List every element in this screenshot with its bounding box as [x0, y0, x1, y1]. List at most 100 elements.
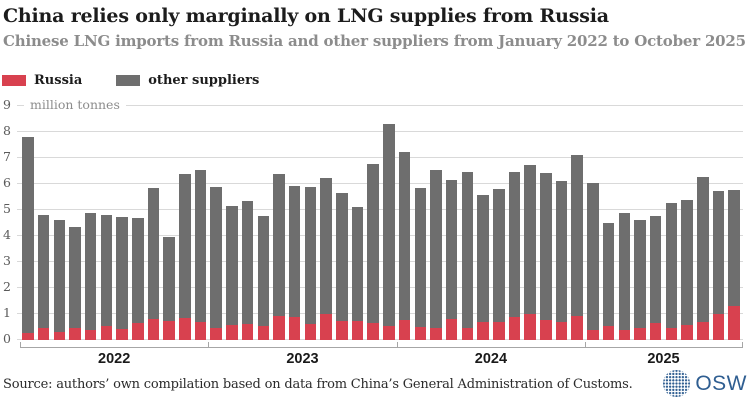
bar-mar-2023	[241, 200, 254, 340]
bar-oct-2023	[351, 206, 364, 340]
bar-jan-2022	[22, 137, 34, 340]
y-axis-unit-label: million tonnes	[24, 98, 126, 112]
bar-feb-2024	[414, 187, 426, 340]
legend-swatch-icon	[116, 75, 141, 86]
chart-subtitle: Chinese LNG imports from Russia and othe…	[3, 32, 746, 50]
bar-apr-2022	[69, 226, 81, 340]
bar-segment-russia	[602, 326, 615, 340]
bar-jun-2025	[665, 203, 678, 340]
bar-segment-russia	[571, 316, 583, 340]
bar-segment-russia	[524, 314, 536, 340]
legend-swatch-icon	[2, 75, 26, 86]
gridline-6	[17, 183, 743, 184]
bar-segment-russia	[712, 313, 725, 340]
y-axis-tick-5: 5	[3, 201, 11, 216]
bar-segment-russia	[555, 322, 568, 340]
gridline-2	[17, 287, 743, 288]
bar-segment-russia	[649, 323, 662, 340]
bar-segment-russia	[336, 320, 348, 340]
bar-oct-2024	[540, 172, 552, 340]
y-axis-tick-9: 9	[3, 97, 11, 112]
y-axis-tick-0: 0	[3, 331, 11, 346]
bar-oct-2022	[163, 236, 175, 340]
bar-segment-russia	[147, 319, 160, 340]
bar-segment-russia	[634, 327, 646, 340]
gridline-3	[17, 261, 743, 262]
y-axis-tick-7: 7	[3, 149, 11, 164]
bar-mar-2025	[618, 212, 630, 340]
bar-may-2023	[273, 174, 285, 340]
bar-segment-russia	[430, 327, 442, 340]
globe-icon	[663, 370, 691, 397]
bar-apr-2024	[445, 179, 458, 340]
x-axis-tick	[396, 342, 398, 348]
bar-jun-2023	[288, 186, 301, 340]
bar-jul-2022	[116, 217, 128, 340]
bar-may-2022	[84, 212, 97, 340]
bar-segment-russia	[383, 326, 395, 340]
bar-segment-russia	[288, 317, 301, 340]
gridline-5	[17, 209, 743, 210]
bar-aug-2023	[320, 177, 332, 340]
x-axis-year-2023: 2023	[286, 351, 319, 367]
bar-sep-2023	[336, 193, 348, 340]
bar-segment-russia	[398, 320, 411, 340]
bar-may-2024	[461, 171, 474, 340]
gridline-7	[17, 157, 743, 158]
gridline-8	[17, 131, 743, 132]
bar-segment-russia	[461, 328, 474, 340]
x-axis-year-2025: 2025	[647, 351, 680, 367]
bar-jan-2023	[210, 186, 222, 340]
x-axis-tick	[20, 342, 21, 348]
bar-feb-2022	[37, 215, 50, 340]
bar-segment-russia	[351, 320, 364, 340]
x-axis-line	[20, 347, 742, 348]
bar-jun-2022	[100, 215, 113, 340]
bar-segment-russia	[304, 323, 317, 340]
x-axis-year-2024: 2024	[474, 351, 508, 367]
bar-jul-2024	[493, 189, 505, 340]
x-axis-tick	[208, 342, 210, 348]
bar-may-2025	[649, 216, 662, 340]
gridline-4	[17, 235, 743, 236]
bar-mar-2024	[430, 169, 442, 340]
bar-segment-russia	[194, 322, 207, 340]
bar-sep-2022	[147, 187, 160, 340]
bar-dec-2024	[571, 155, 583, 340]
bar-segment-russia	[493, 322, 505, 340]
y-axis-tick-4: 4	[3, 227, 11, 242]
bar-segment-russia	[241, 324, 254, 340]
bar-segment-russia	[681, 325, 693, 340]
x-axis-year-2022: 2022	[98, 351, 131, 367]
bar-aug-2024	[508, 172, 521, 340]
gridline-9	[17, 105, 743, 106]
bar-segment-russia	[69, 328, 81, 340]
bar-jan-2024	[398, 152, 411, 340]
bar-dec-2023	[383, 124, 395, 340]
osw-logo: OSW	[663, 370, 747, 397]
bar-segment-russia	[414, 327, 426, 340]
bar-segment-russia	[37, 328, 50, 340]
bar-segment-russia	[257, 325, 269, 340]
x-axis-tick	[742, 342, 743, 348]
bar-apr-2023	[257, 216, 269, 340]
bar-jun-2024	[477, 194, 489, 340]
bar-segment-russia	[367, 323, 379, 340]
y-axis-tick-8: 8	[3, 123, 11, 138]
gridline-0	[17, 339, 743, 340]
bar-segment-russia	[179, 318, 191, 340]
bar-segment-russia	[477, 322, 489, 340]
bar-segment-russia	[132, 322, 144, 340]
bar-oct-2025	[728, 189, 740, 340]
bar-jul-2025	[681, 199, 693, 340]
y-axis-tick-1: 1	[3, 305, 11, 320]
bar-segment-russia	[163, 320, 175, 340]
bar-segment-russia	[210, 327, 222, 340]
bar-mar-2022	[53, 220, 65, 340]
bar-sep-2024	[524, 165, 536, 340]
gridline-1	[17, 313, 743, 314]
bar-feb-2025	[602, 223, 615, 340]
y-axis-tick-2: 2	[3, 279, 11, 294]
bar-segment-russia	[728, 305, 740, 340]
legend-item-russia: Russia	[2, 73, 82, 88]
